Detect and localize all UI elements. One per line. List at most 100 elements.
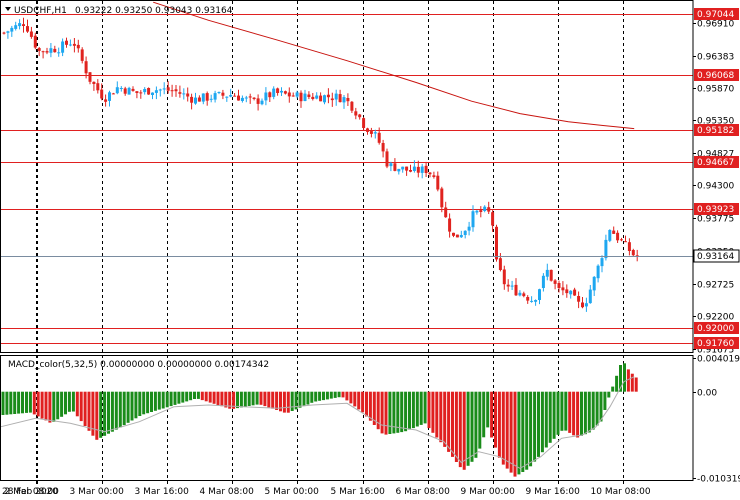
- macd-bar: [607, 391, 611, 398]
- candle-body: [491, 212, 495, 226]
- candle-body: [475, 210, 479, 213]
- macd-bar: [411, 391, 415, 429]
- macd-bar: [5, 391, 9, 415]
- macd-bar: [396, 391, 400, 433]
- macd-bar: [208, 391, 212, 403]
- candle-body: [88, 72, 92, 82]
- macd-bar: [64, 391, 67, 415]
- macd-bar: [517, 391, 521, 475]
- price-tick-label: 0.91675: [697, 346, 734, 356]
- candle-body: [72, 43, 76, 46]
- candle-body: [80, 49, 84, 61]
- candle-body: [280, 90, 283, 93]
- macd-bar: [294, 391, 298, 410]
- macd-bar: [247, 391, 251, 406]
- time-tick-label: 2 Mar 08:00: [5, 487, 60, 497]
- candle-body: [303, 93, 307, 101]
- macd-bar: [490, 391, 494, 438]
- candle-body: [131, 88, 135, 91]
- candle-body: [600, 258, 604, 267]
- macd-bar: [509, 391, 513, 473]
- candle-body: [338, 94, 342, 103]
- macd-bar: [298, 391, 302, 408]
- macd-bar: [56, 391, 60, 420]
- candle-body: [405, 166, 409, 171]
- macd-bar: [103, 391, 107, 436]
- chart-ohlc: 0.93222 0.93250 0.93043 0.93164: [75, 6, 233, 16]
- candle-body: [526, 297, 530, 301]
- candle-body: [10, 27, 14, 32]
- macd-bar: [365, 391, 368, 417]
- macd-bar: [169, 391, 173, 407]
- macd-bar: [427, 391, 431, 429]
- macd-bar: [251, 391, 255, 406]
- candle-body: [45, 51, 49, 53]
- candle-body: [268, 92, 272, 98]
- level-tag-label: 0.95182: [697, 126, 734, 136]
- macd-bar: [466, 391, 470, 466]
- candle-body: [287, 92, 291, 97]
- macd-signal-line: [0, 376, 635, 469]
- macd-bar: [529, 391, 533, 467]
- macd-bar: [130, 391, 134, 421]
- macd-bar: [552, 391, 556, 439]
- macd-bar: [634, 377, 638, 392]
- macd-bar: [255, 391, 259, 405]
- horizontal-levels[interactable]: [1, 14, 693, 344]
- macd-bar: [439, 391, 443, 443]
- time-tick-label: 6 Mar 08:00: [396, 487, 451, 497]
- candle-body: [624, 241, 627, 243]
- macd-bar: [454, 391, 458, 462]
- macd-bar: [259, 391, 263, 405]
- candle-body: [252, 97, 256, 99]
- macd-bar: [333, 391, 337, 398]
- price-tick-label: 0.95870: [697, 85, 734, 95]
- macd-bar: [564, 391, 568, 431]
- candle-body: [143, 89, 147, 93]
- macd-bar: [95, 391, 99, 440]
- candle-body: [487, 207, 491, 212]
- macd-bar: [99, 391, 103, 438]
- candle-body: [483, 206, 487, 211]
- macd-bar: [114, 391, 118, 430]
- macd-bar: [25, 391, 28, 413]
- candle-body: [553, 280, 557, 284]
- macd-bar: [376, 391, 380, 430]
- macd-bar: [525, 391, 529, 470]
- macd-bar: [110, 391, 114, 432]
- candle-body: [272, 88, 276, 97]
- macd-bar: [322, 391, 325, 401]
- macd-bar: [306, 391, 310, 405]
- macd-bar: [505, 391, 509, 469]
- candle-body: [573, 289, 577, 296]
- level-tag-label: 0.96068: [697, 71, 734, 81]
- macd-bar: [576, 391, 580, 438]
- candle-body: [41, 51, 45, 53]
- candle-body: [315, 95, 319, 99]
- candle-body: [49, 48, 53, 53]
- level-tag: [694, 156, 739, 168]
- macd-bar: [337, 391, 341, 398]
- candle-body: [237, 95, 240, 101]
- price-tick-label: 0.96383: [697, 53, 734, 63]
- macd-bar: [193, 391, 196, 399]
- candle-body: [182, 93, 186, 95]
- current-price-tag: [693, 249, 740, 263]
- macd-bar: [196, 391, 200, 399]
- macd-bar: [619, 365, 622, 392]
- time-tick-label: 5 Mar 16:00: [331, 487, 386, 497]
- candle-body: [291, 95, 295, 97]
- candle-body: [65, 40, 68, 45]
- macd-bar: [67, 391, 71, 412]
- candle-body: [326, 94, 330, 98]
- macd-bar: [419, 391, 423, 425]
- macd-bar: [372, 391, 376, 425]
- triangle-down-icon[interactable]: [5, 7, 11, 11]
- candle-body: [416, 166, 420, 173]
- macd-bar: [368, 391, 372, 421]
- macd-bar: [408, 391, 411, 430]
- candle-body: [209, 98, 213, 100]
- macd-tick-label: 0.0040195: [697, 355, 740, 365]
